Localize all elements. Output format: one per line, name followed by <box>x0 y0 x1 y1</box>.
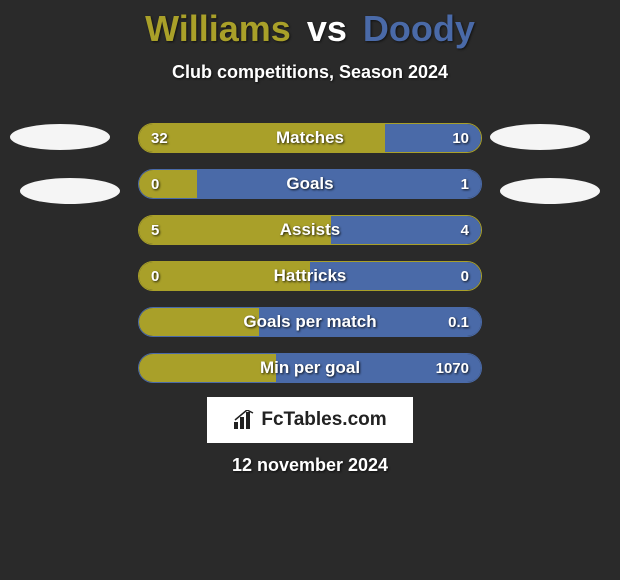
branding-text: FcTables.com <box>261 409 386 431</box>
bar-label: Matches <box>139 124 481 152</box>
chart-icon <box>233 410 255 430</box>
stat-bar-min-per-goal: Min per goal1070 <box>138 353 482 383</box>
stat-bar-hattricks: Hattricks0 0 <box>138 261 482 291</box>
avatar-left-1 <box>10 124 110 150</box>
branding-badge: FcTables.com <box>207 397 413 443</box>
bar-value-left: 5 <box>151 216 159 244</box>
player1-name: Williams <box>145 8 291 49</box>
bar-label: Min per goal <box>139 354 481 382</box>
bar-value-right: 10 <box>452 124 469 152</box>
bar-value-right: 4 <box>461 216 469 244</box>
date-label: 12 november 2024 <box>0 455 620 476</box>
bar-value-left: 32 <box>151 124 168 152</box>
bar-value-left: 0 <box>151 170 159 198</box>
avatar-left-2 <box>20 178 120 204</box>
bar-value-right: 1070 <box>436 354 469 382</box>
stat-bar-matches: Matches32 10 <box>138 123 482 153</box>
bar-label: Assists <box>139 216 481 244</box>
bar-value-right: 1 <box>461 170 469 198</box>
avatar-right-1 <box>490 124 590 150</box>
vs-label: vs <box>307 8 347 49</box>
stat-bar-goals-per-match: Goals per match0.1 <box>138 307 482 337</box>
bar-label: Hattricks <box>139 262 481 290</box>
bar-label: Goals <box>139 170 481 198</box>
comparison-title: Williams vs Doody <box>0 0 620 50</box>
stat-bars: Matches3210Goals01Assists54Hattricks00Go… <box>138 123 482 399</box>
subtitle: Club competitions, Season 2024 <box>0 62 620 83</box>
bar-value-left: 0 <box>151 262 159 290</box>
player2-name: Doody <box>363 8 475 49</box>
stat-bar-goals: Goals0 1 <box>138 169 482 199</box>
bar-value-right: 0 <box>461 262 469 290</box>
bar-value-right: 0.1 <box>448 308 469 336</box>
bar-label: Goals per match <box>139 308 481 336</box>
avatar-right-2 <box>500 178 600 204</box>
stat-bar-assists: Assists5 4 <box>138 215 482 245</box>
